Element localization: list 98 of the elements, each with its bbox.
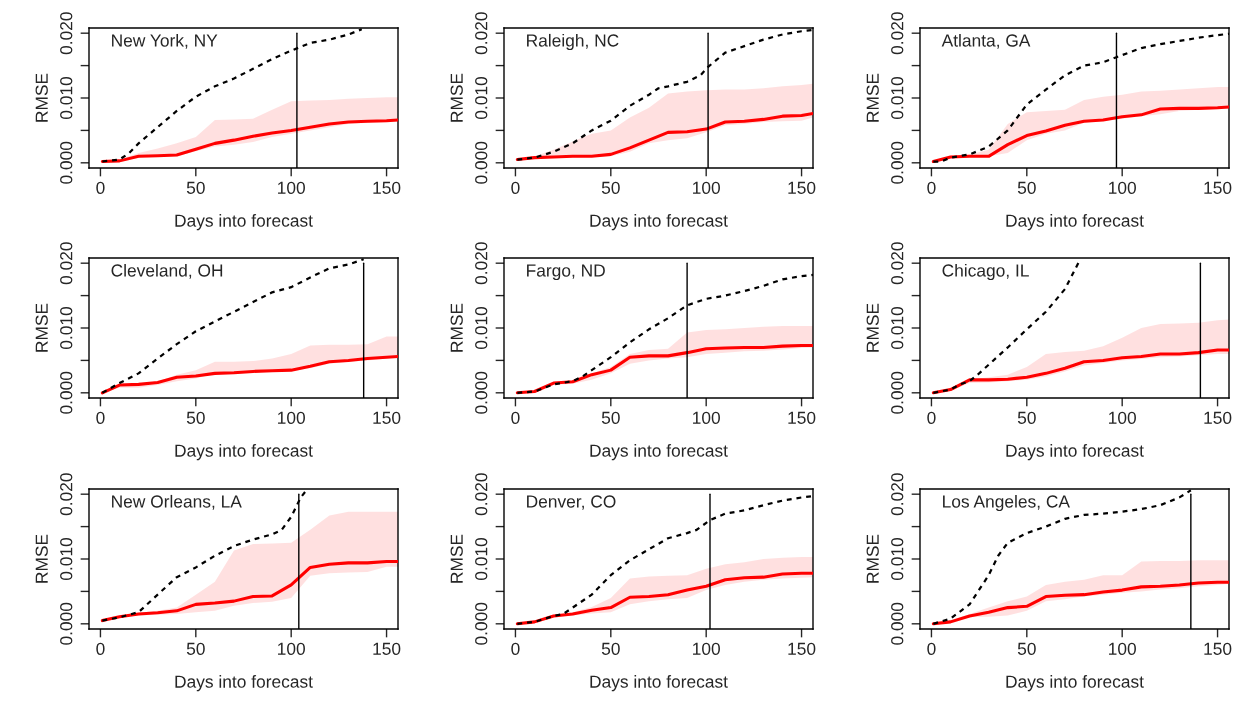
x-tick-label: 150 — [1204, 181, 1232, 194]
x-tick-label: 50 — [186, 181, 205, 194]
line-series — [100, 118, 398, 164]
x-tick-label: 100 — [693, 642, 720, 655]
x-tick-label: 100 — [1109, 642, 1136, 655]
x-axis-title: Days into forecast — [590, 444, 728, 461]
chart-title: Fargo, ND — [527, 264, 605, 281]
x-tick-label: 0 — [96, 411, 105, 424]
x-tick-label: 50 — [1017, 411, 1036, 424]
x-tick-label: 150 — [373, 642, 401, 655]
y-tick-label: 0.020 — [891, 242, 904, 285]
y-tick-label: 0.000 — [60, 602, 73, 645]
x-tick-label: 50 — [186, 411, 205, 424]
x-tick-label: 150 — [1204, 411, 1232, 424]
x-tick-label: 100 — [278, 642, 305, 655]
y-tick-label: 0.000 — [891, 371, 904, 414]
line-series — [515, 112, 813, 162]
line-series — [931, 348, 1229, 395]
y-tick-label: 0.010 — [891, 306, 904, 350]
y-tick-label: 0.010 — [475, 537, 488, 581]
x-tick-label: 50 — [601, 181, 620, 194]
x-tick-label: 100 — [1109, 411, 1136, 424]
y-tick-label: 0.000 — [475, 602, 488, 645]
x-tick-label: 0 — [96, 642, 105, 655]
x-tick-label: 150 — [1204, 642, 1232, 655]
x-tick-label: 100 — [278, 411, 305, 424]
x-axis-title: Days into forecast — [175, 675, 313, 692]
y-axis-title: RMSE — [35, 534, 48, 583]
y-tick-label: 0.010 — [60, 306, 73, 350]
chart-title: New Orleans, LA — [112, 494, 242, 510]
y-tick-label: 0.010 — [60, 76, 73, 120]
y-tick-label: 0.000 — [60, 371, 73, 414]
x-tick-label: 0 — [927, 181, 936, 194]
y-tick-label: 0.020 — [60, 242, 73, 285]
x-axis-title: Days into forecast — [175, 444, 313, 461]
x-tick-label: 150 — [788, 181, 816, 194]
x-tick-label: 0 — [511, 411, 520, 424]
line-series — [931, 105, 1229, 164]
x-tick-label: 50 — [601, 642, 620, 655]
x-tick-label: 150 — [788, 642, 816, 655]
y-tick-label: 0.010 — [475, 306, 488, 350]
x-tick-label: 0 — [96, 181, 105, 194]
line-series — [515, 571, 813, 626]
chart-title: Atlanta, GA — [941, 33, 1031, 49]
x-tick-label: 150 — [788, 411, 816, 424]
y-axis-title: RMSE — [866, 73, 879, 122]
y-axis-title: RMSE — [866, 303, 879, 352]
y-axis-title: RMSE — [450, 534, 463, 583]
x-tick-label: 100 — [693, 411, 720, 424]
y-axis-title: RMSE — [35, 303, 48, 352]
x-axis-title: Days into forecast — [175, 214, 313, 231]
x-tick-label: 50 — [1017, 181, 1036, 194]
chart-title: Denver, CO — [527, 495, 616, 510]
y-tick-label: 0.010 — [475, 76, 488, 120]
y-tick-label: 0.020 — [891, 12, 904, 55]
y-tick-label: 0.010 — [60, 537, 73, 581]
y-axis-title: RMSE — [450, 73, 463, 122]
x-tick-label: 50 — [1017, 642, 1036, 655]
y-tick-label: 0.020 — [60, 12, 73, 55]
x-tick-label: 50 — [601, 411, 620, 424]
y-axis-title: RMSE — [35, 73, 48, 122]
y-tick-label: 0.020 — [475, 473, 488, 516]
chart-title: New York, NY — [112, 33, 218, 49]
y-tick-label: 0.000 — [891, 602, 904, 645]
x-tick-label: 0 — [511, 642, 520, 655]
x-tick-label: 0 — [927, 642, 936, 655]
x-tick-label: 100 — [278, 181, 305, 194]
y-tick-label: 0.020 — [60, 473, 73, 516]
x-tick-label: 0 — [511, 181, 520, 194]
y-tick-label: 0.000 — [891, 141, 904, 184]
y-tick-label: 0.000 — [475, 371, 488, 414]
y-tick-label: 0.010 — [891, 76, 904, 120]
x-tick-label: 50 — [186, 642, 205, 655]
y-axis-title: RMSE — [450, 303, 463, 352]
x-tick-label: 150 — [373, 181, 401, 194]
line-series — [100, 560, 398, 623]
chart-title: Los Angeles, CA — [943, 494, 1070, 512]
y-tick-label: 0.020 — [475, 12, 488, 55]
y-tick-label: 0.020 — [891, 473, 904, 516]
x-axis-title: Days into forecast — [1006, 214, 1144, 231]
x-tick-label: 150 — [373, 411, 401, 424]
line-series — [931, 580, 1229, 626]
x-axis-title: Days into forecast — [590, 214, 728, 231]
x-axis-title: Days into forecast — [1006, 675, 1144, 692]
y-tick-label: 0.010 — [891, 537, 904, 581]
x-axis-title: Days into forecast — [1006, 444, 1144, 461]
x-tick-label: 100 — [1109, 181, 1136, 194]
chart-title: Cleveland, OH — [111, 263, 223, 279]
chart-title: Chicago, IL — [942, 263, 1029, 281]
y-tick-label: 0.000 — [475, 141, 488, 184]
x-axis-title: Days into forecast — [590, 675, 728, 692]
y-tick-label: 0.020 — [475, 242, 488, 285]
x-tick-label: 0 — [927, 411, 936, 424]
y-tick-label: 0.000 — [60, 141, 73, 184]
x-tick-label: 100 — [693, 181, 720, 194]
chart-title: Raleigh, NC — [527, 33, 619, 51]
line-series — [100, 354, 398, 395]
y-axis-title: RMSE — [866, 534, 879, 583]
